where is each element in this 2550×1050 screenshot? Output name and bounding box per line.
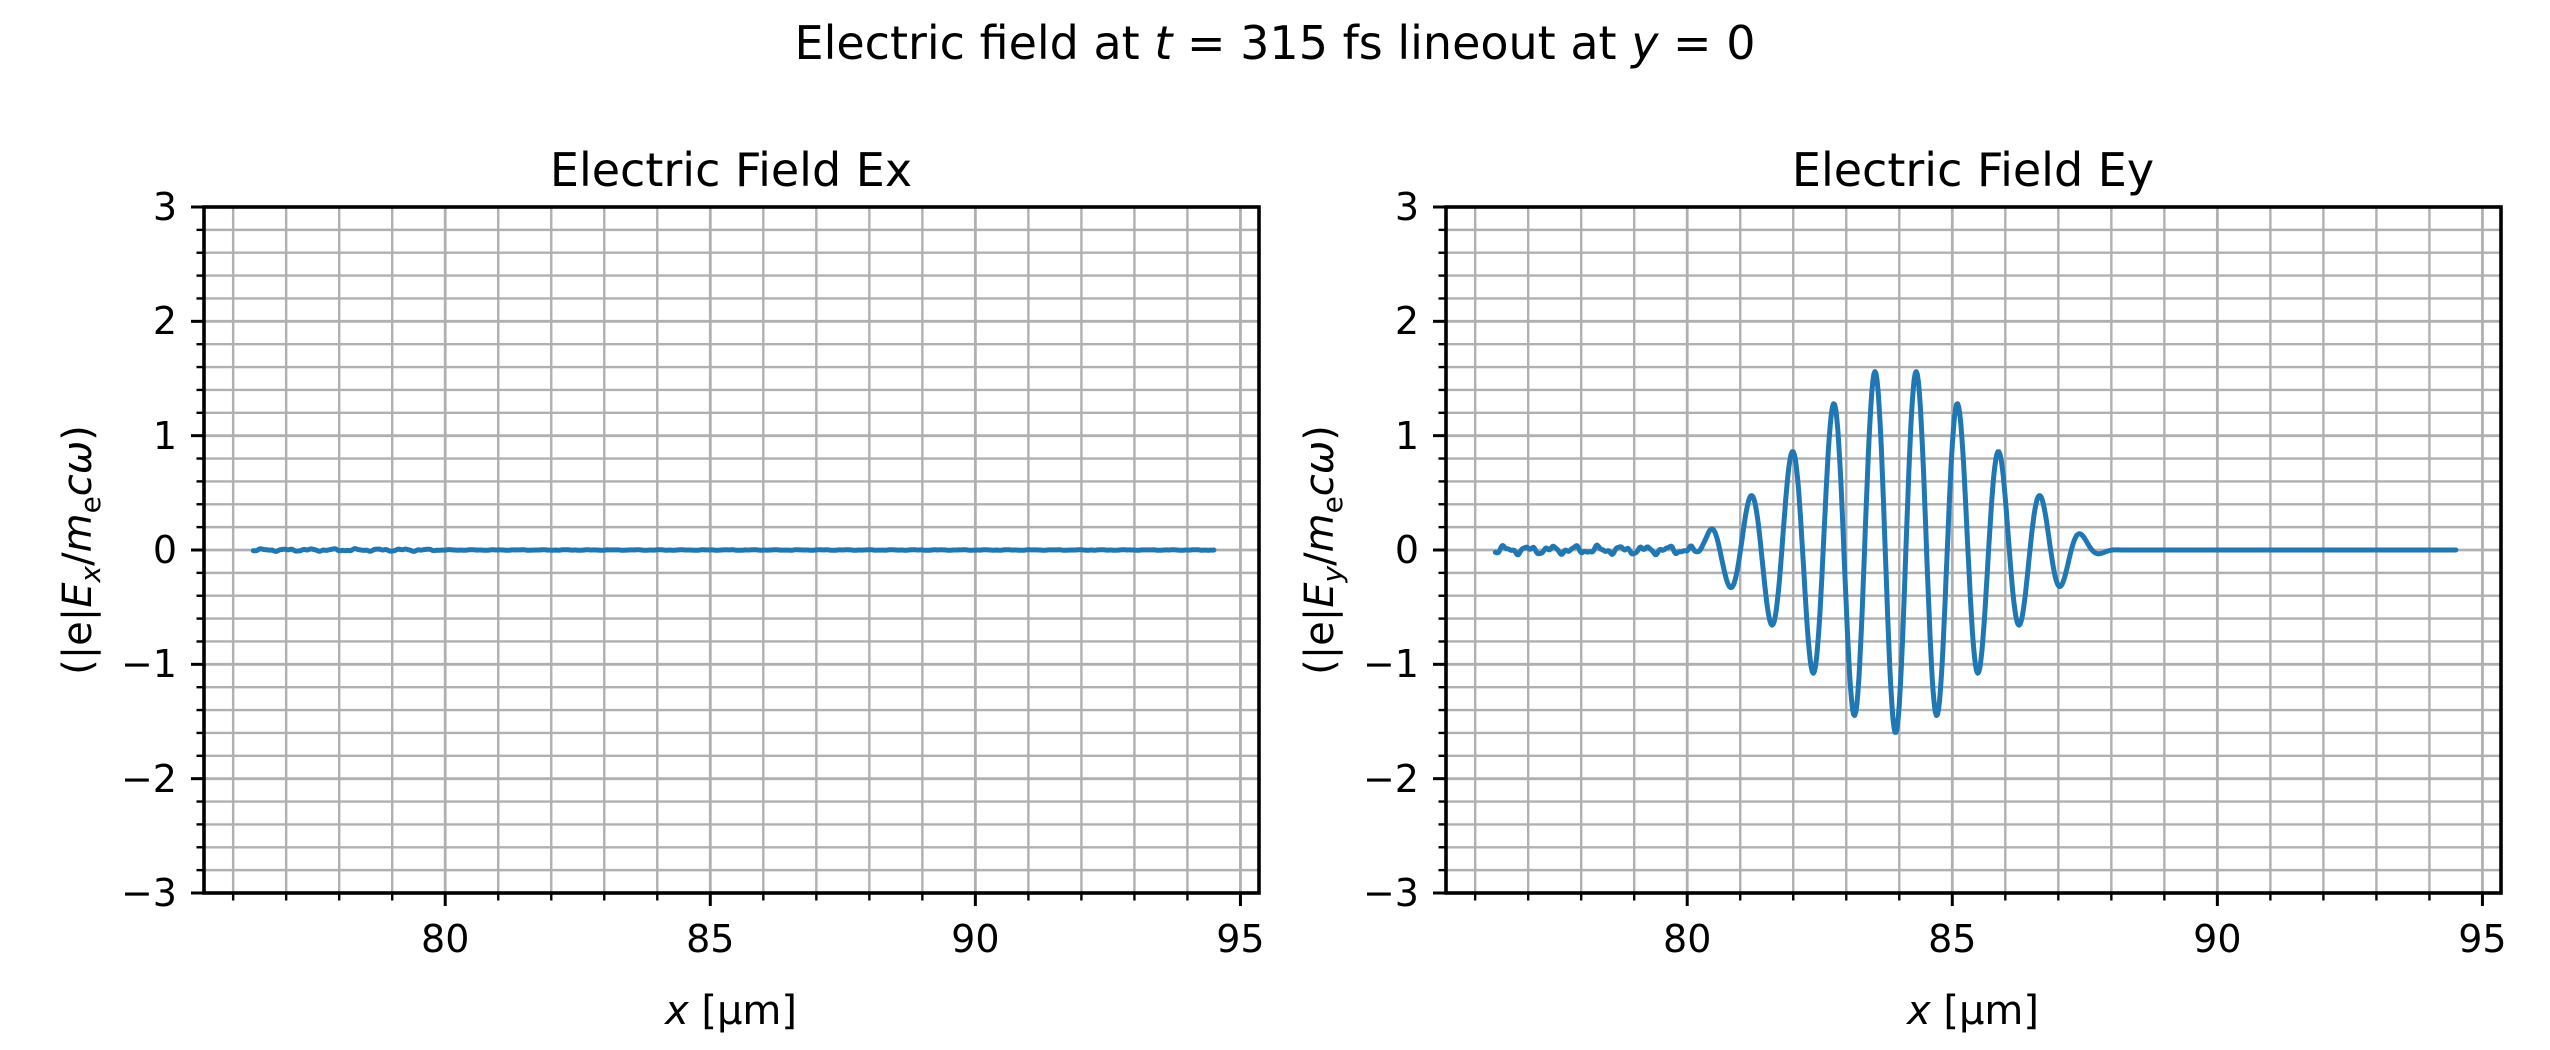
subplot-ex-title: Electric Field Ex: [549, 143, 913, 197]
ey-x-tick-label: 90: [2193, 917, 2242, 961]
ex-x-tick-label: 90: [951, 917, 1000, 961]
figure-suptitle: Electric field at t = 315 fs lineout at …: [794, 16, 1756, 70]
ex-y-tick-label: 3: [152, 185, 177, 229]
ey-y-tick-label: −3: [1362, 871, 1419, 915]
ex-x-tick-label: 85: [686, 917, 735, 961]
ex-x-tick-label: 80: [421, 917, 470, 961]
ey-y-tick-label: 3: [1394, 185, 1419, 229]
ey-x-tick-label: 80: [1663, 917, 1712, 961]
ey-data-line: [1492, 369, 2459, 735]
ey-y-tick-label: 1: [1394, 413, 1419, 458]
subplot-ey-xlabel: x [μm]: [1906, 988, 2040, 1034]
ex-data-line: [250, 546, 1217, 554]
ey-tick-marks: [1433, 205, 2484, 906]
ey-grid-layer: [1446, 207, 2501, 893]
ex-y-tick-label: −2: [120, 756, 177, 801]
ex-y-tick-label: −3: [120, 871, 177, 915]
ex-y-tick-label: 2: [152, 299, 177, 344]
ey-y-tick-label: −2: [1362, 756, 1419, 801]
ey-y-tick-label: −1: [1362, 642, 1419, 687]
subplot-ex-xlabel: x [μm]: [664, 988, 798, 1034]
ex-x-tick-label: 95: [1216, 917, 1265, 961]
ey-y-tick-label: 0: [1394, 528, 1419, 572]
ey-y-tick-label: 2: [1394, 299, 1419, 344]
ex-y-tick-label: 0: [152, 528, 177, 572]
subplot-ex-ylabel: (|e|Ex/mecω): [55, 425, 107, 675]
ey-x-tick-label: 95: [2458, 917, 2507, 961]
subplot-ey-ylabel: (|e|Ey/mecω): [1297, 425, 1349, 675]
ey-x-tick-label: 85: [1928, 917, 1977, 961]
subplot-ey-title: Electric Field Ey: [1791, 143, 2155, 197]
ex-tick-marks: [191, 205, 1242, 906]
ex-y-tick-label: 1: [152, 413, 177, 458]
ex-y-tick-label: −1: [120, 642, 177, 687]
